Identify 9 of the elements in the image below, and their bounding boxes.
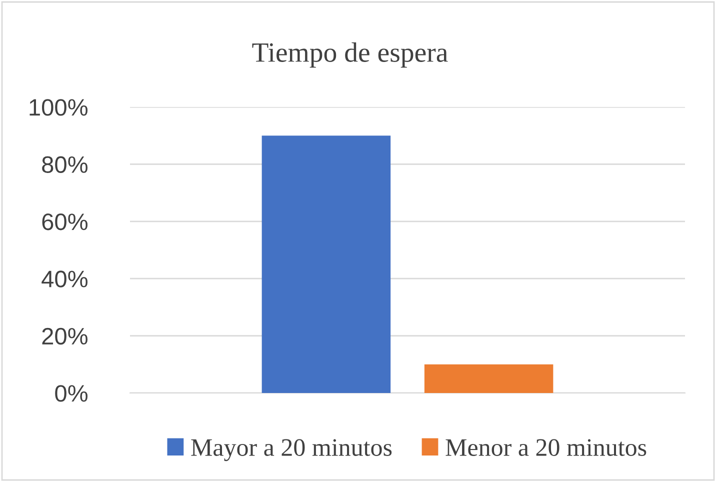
legend-label: Menor a 20 minutos [446,439,646,456]
y-tick-label: 40% [42,270,88,288]
y-tick-label: 60% [42,213,88,230]
y-tick-label: 100% [30,99,88,116]
y-tick-label: 80% [42,156,88,173]
legend-label: Mayor a 20 minutos [191,439,392,462]
y-tick-label: 0% [55,385,88,402]
y-tick-label: 20% [42,328,88,345]
chart-title: Tiempo de espera [252,42,448,68]
